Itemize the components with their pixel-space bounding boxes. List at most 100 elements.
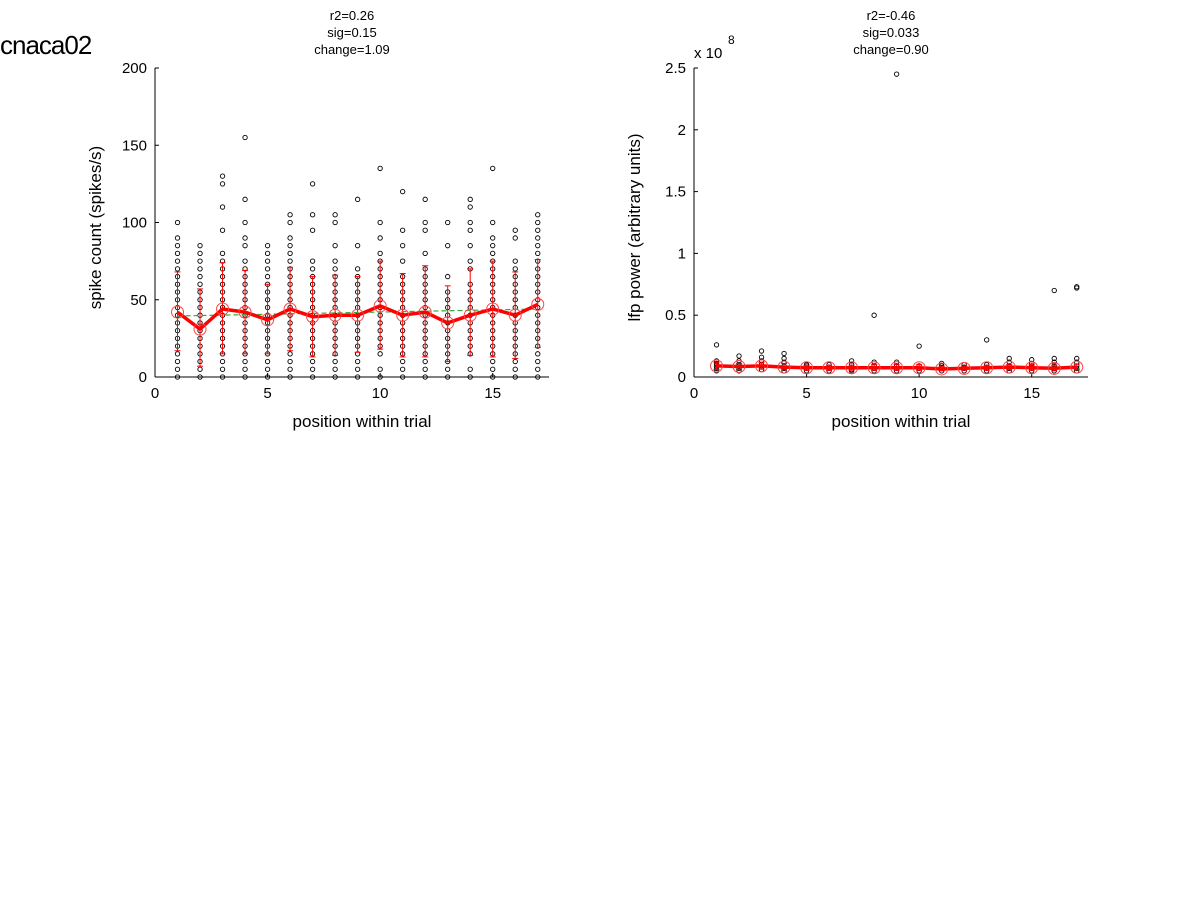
- data-point: [287, 219, 293, 226]
- stat-annotation: change=0.90: [853, 42, 929, 57]
- y-axis-label: spike count (spikes/s): [86, 146, 105, 309]
- data-point: [242, 258, 248, 264]
- mean-marker: [306, 310, 320, 324]
- data-point: [264, 358, 271, 365]
- data-point: [893, 71, 900, 77]
- data-point: [535, 243, 541, 249]
- data-point: [264, 266, 271, 272]
- mean-marker: [777, 360, 791, 374]
- data-point: [264, 258, 271, 264]
- y-tick-label: 0.5: [665, 307, 686, 324]
- data-point: [264, 374, 271, 380]
- data-point: [422, 219, 428, 226]
- data-point: [219, 366, 226, 372]
- data-point: [174, 235, 181, 241]
- data-point: [490, 243, 496, 249]
- mean-marker: [486, 302, 500, 316]
- data-point: [535, 250, 541, 257]
- data-point: [1051, 359, 1057, 365]
- x-tick-label: 5: [802, 385, 810, 402]
- data-point: [287, 366, 293, 372]
- data-point: [445, 243, 451, 249]
- data-point: [197, 266, 203, 272]
- data-point: [197, 258, 203, 264]
- figure-title: cnaca02: [0, 30, 92, 60]
- mean-marker: [710, 359, 724, 373]
- data-point: [535, 227, 541, 233]
- data-point: [535, 351, 541, 357]
- data-point: [467, 227, 473, 233]
- mean-marker: [1025, 361, 1039, 375]
- y-axis-label: lfp power (arbitrary units): [625, 133, 644, 321]
- data-point: [242, 235, 248, 241]
- data-point: [422, 250, 428, 257]
- data-point: [1051, 287, 1057, 294]
- mean-marker: [1047, 361, 1061, 375]
- stat-annotation: r2=0.26: [330, 8, 374, 23]
- mean-marker: [463, 308, 477, 322]
- data-point: [174, 258, 181, 264]
- data-point: [219, 181, 226, 187]
- stat-annotation: sig=0.15: [327, 25, 377, 40]
- data-point: [467, 219, 473, 226]
- x-tick-label: 5: [263, 385, 271, 402]
- x-tick-label: 15: [1023, 385, 1040, 402]
- data-point: [332, 243, 338, 249]
- data-point: [332, 212, 338, 218]
- mean-marker: [890, 361, 904, 375]
- data-point: [400, 366, 406, 372]
- data-point: [490, 366, 496, 372]
- y-tick-label: 2.5: [665, 60, 686, 77]
- data-point: [309, 227, 316, 233]
- data-point: [174, 266, 181, 272]
- data-point: [264, 243, 271, 249]
- mean-marker: [261, 313, 275, 327]
- data-point: [535, 212, 541, 218]
- data-point: [197, 273, 203, 280]
- mean-marker: [845, 361, 859, 375]
- data-point: [490, 358, 496, 365]
- stat-annotation: r2=-0.46: [867, 8, 916, 23]
- stat-annotation: change=1.09: [314, 42, 390, 57]
- y-tick-label: 1: [678, 245, 686, 262]
- data-point: [467, 196, 473, 202]
- data-point: [242, 134, 248, 141]
- data-point: [422, 196, 428, 202]
- data-point: [264, 273, 271, 280]
- y-tick-label: 2: [678, 122, 686, 139]
- data-point: [197, 243, 203, 249]
- data-point: [445, 374, 451, 380]
- y-tick-label: 0: [678, 369, 686, 386]
- mean-marker: [1070, 360, 1084, 374]
- data-point: [445, 219, 451, 226]
- data-point: [242, 243, 248, 249]
- data-point: [219, 227, 226, 233]
- data-point: [490, 374, 496, 380]
- chart-panel-2: 0 5 10 15 0 0.5 1 1.5 2 2.5 x 10 8 position within t…: [625, 8, 1088, 431]
- data-point: [354, 374, 361, 380]
- data-point: [354, 266, 361, 272]
- data-point: [287, 351, 293, 357]
- data-point: [309, 266, 316, 272]
- data-point: [377, 366, 383, 372]
- y-exponent-label: x 10: [694, 45, 722, 62]
- data-point: [219, 358, 226, 365]
- data-point: [174, 374, 181, 380]
- x-tick-label: 0: [690, 385, 698, 402]
- data-point: [377, 165, 383, 172]
- data-point: [309, 258, 316, 264]
- x-tick-label: 10: [911, 385, 928, 402]
- data-point: [309, 181, 316, 187]
- data-point: [242, 366, 248, 372]
- data-point: [377, 235, 383, 241]
- y-tick-label: 50: [130, 292, 147, 309]
- mean-marker: [867, 361, 881, 375]
- data-point: [287, 250, 293, 257]
- data-point: [287, 212, 293, 218]
- y-exponent-power: 8: [728, 33, 735, 47]
- data-point: [287, 258, 293, 264]
- data-point: [309, 366, 316, 372]
- data-point: [535, 358, 541, 365]
- data-point: [490, 250, 496, 257]
